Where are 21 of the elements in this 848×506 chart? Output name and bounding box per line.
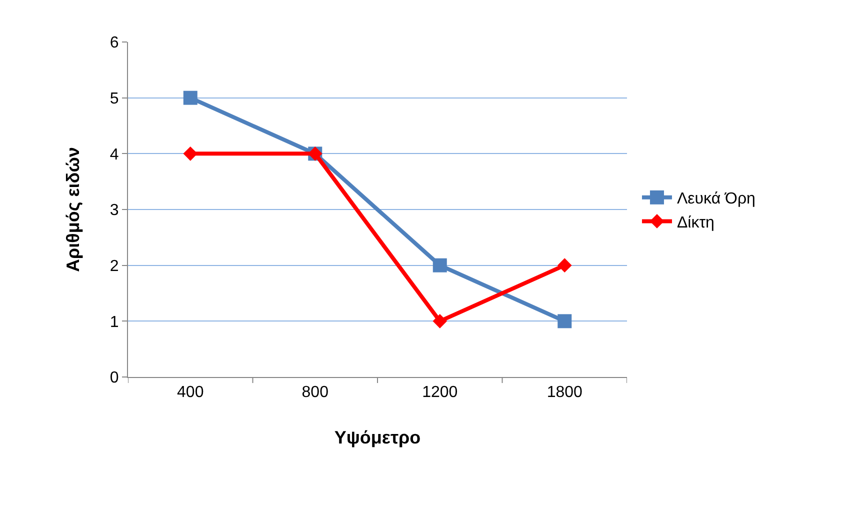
point [183,146,198,161]
x-tick-label: 400 [177,384,204,402]
point [558,314,572,328]
y-tick-label: 1 [110,314,119,331]
x-tick-label: 1800 [546,384,583,402]
y-axis-title: Αριθμός ειδών [63,147,84,272]
point [432,258,447,272]
point [432,314,448,328]
point [557,258,572,272]
point [183,90,198,105]
y-tick-label: 6 [110,34,119,52]
x-axis-title: Υψόμετρο [334,427,421,448]
y-tick-label: 3 [110,202,119,220]
legend-label: Λευκά Όρη [676,190,756,208]
y-tick-label: 0 [110,370,119,387]
legend-label: Δίκτη [676,214,714,232]
y-tick-label: 4 [110,146,119,164]
y-tick-label: 5 [110,90,119,108]
x-tick-label: 1200 [422,384,458,402]
x-tick-label: 800 [302,384,329,402]
y-tick-label: 2 [110,258,119,275]
